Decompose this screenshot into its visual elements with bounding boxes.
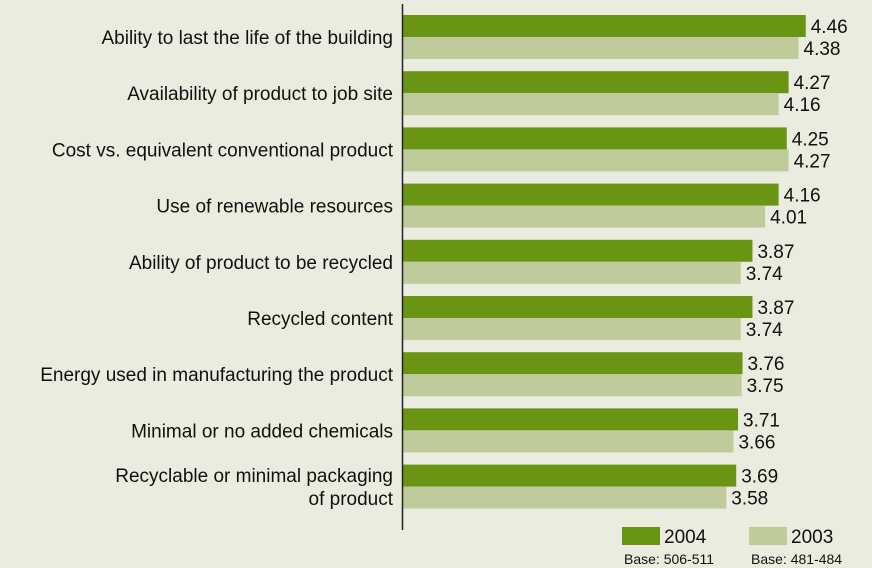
value-label-2003-0: 4.38 bbox=[804, 39, 841, 60]
value-label-2003-3: 4.01 bbox=[770, 208, 807, 229]
value-label-2003-5: 3.74 bbox=[746, 320, 783, 341]
bar-2004-1 bbox=[403, 71, 789, 94]
value-label-2003-4: 3.74 bbox=[746, 264, 783, 285]
bar-2004-8 bbox=[403, 464, 737, 487]
value-label-2004-4: 3.87 bbox=[757, 242, 794, 263]
bar-2003-2 bbox=[403, 149, 789, 172]
bar-2004-5 bbox=[403, 296, 753, 318]
bar-2004-4 bbox=[403, 239, 753, 262]
value-label-2004-2: 4.25 bbox=[792, 129, 829, 150]
value-label-2004-1: 4.27 bbox=[794, 73, 831, 94]
category-label-5: Recycled content bbox=[247, 309, 393, 330]
category-label-0: Ability to last the life of the building bbox=[101, 28, 393, 49]
bar-2003-3 bbox=[403, 205, 766, 228]
legend-base-2003: Base: 481-484 bbox=[751, 551, 842, 567]
category-label-7: Minimal or no added chemicals bbox=[131, 421, 393, 442]
legend-swatch-2004 bbox=[622, 527, 660, 545]
legend-label-2003: 2003 bbox=[791, 527, 833, 548]
category-label-3: Use of renewable resources bbox=[156, 197, 393, 218]
category-label-6: Energy used in manufacturing the product bbox=[40, 365, 393, 386]
bar-2003-7 bbox=[403, 430, 734, 453]
bar-2003-6 bbox=[403, 374, 742, 397]
value-label-2004-8: 3.69 bbox=[741, 467, 778, 488]
value-label-2003-1: 4.16 bbox=[784, 95, 821, 116]
value-label-2003-8: 3.58 bbox=[731, 489, 768, 510]
legend: 2004 Base: 506-511 2003 Base: 481-484 bbox=[622, 527, 842, 567]
value-label-2004-7: 3.71 bbox=[743, 410, 780, 431]
bar-2004-0 bbox=[403, 15, 806, 37]
category-label-8-line-0: Recyclable or minimal packaging bbox=[115, 466, 393, 487]
bar-2004-7 bbox=[403, 408, 739, 431]
category-labels: Ability to last the life of the building… bbox=[40, 28, 394, 510]
bar-2004-2 bbox=[403, 127, 787, 150]
bar-2003-0 bbox=[403, 37, 799, 59]
category-label-2: Cost vs. equivalent conventional product bbox=[52, 140, 394, 161]
bar-2003-8 bbox=[403, 486, 727, 509]
legend-swatch-2003 bbox=[749, 527, 787, 545]
bars-group bbox=[403, 15, 806, 509]
legend-label-2004: 2004 bbox=[664, 527, 707, 548]
bar-2004-3 bbox=[403, 183, 779, 206]
bar-2003-4 bbox=[403, 261, 741, 284]
bar-2003-5 bbox=[403, 318, 741, 340]
value-label-2004-0: 4.46 bbox=[811, 17, 848, 38]
category-label-1: Availability of product to job site bbox=[127, 84, 393, 105]
value-label-2003-7: 3.66 bbox=[738, 432, 775, 453]
bar-2004-6 bbox=[403, 352, 743, 375]
value-label-2003-2: 4.27 bbox=[794, 151, 831, 172]
legend-base-2004: Base: 506-511 bbox=[624, 551, 714, 567]
value-labels: 4.464.384.274.164.254.274.164.013.873.74… bbox=[731, 17, 847, 510]
value-label-2004-6: 3.76 bbox=[748, 354, 785, 375]
value-label-2004-5: 3.87 bbox=[757, 298, 794, 319]
category-label-4: Ability of product to be recycled bbox=[129, 253, 393, 274]
bar-2003-1 bbox=[403, 93, 779, 116]
value-label-2003-6: 3.75 bbox=[747, 376, 784, 397]
category-label-8-line-1: of product bbox=[309, 489, 394, 510]
value-label-2004-3: 4.16 bbox=[784, 186, 821, 207]
